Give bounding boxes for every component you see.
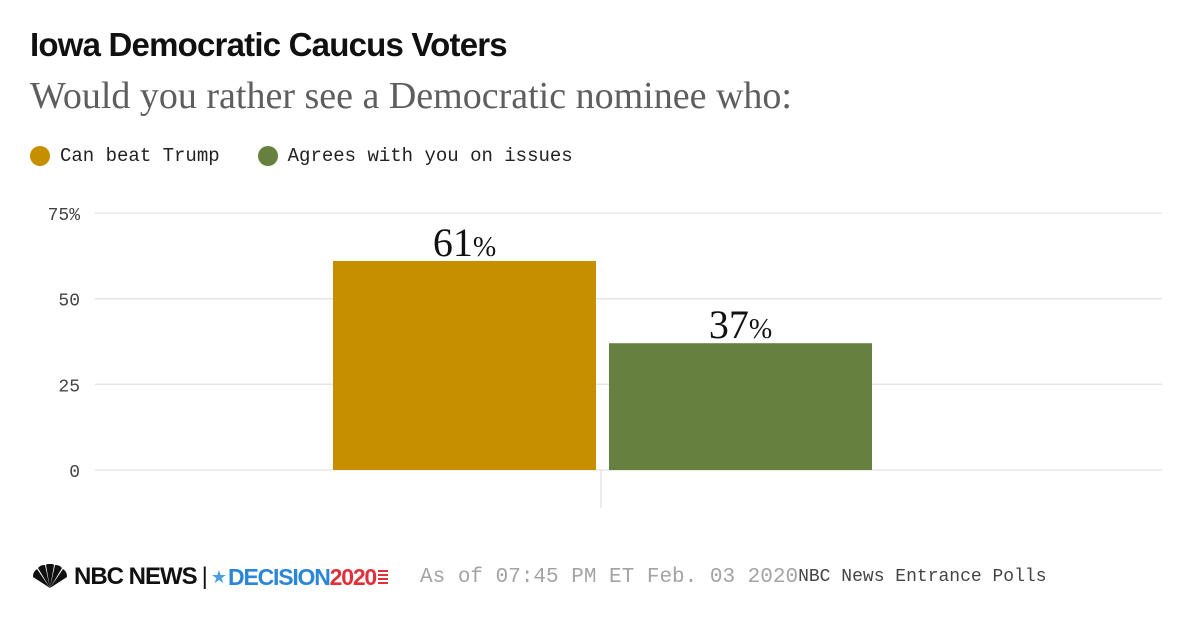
bar-chart: 0 25 50 75% 61% 37% bbox=[48, 206, 1162, 508]
footer: NBC NEWS | ★ DECISION 2020 As of 07:45 PM… bbox=[30, 560, 1047, 594]
bar-value-label: 61% bbox=[433, 220, 496, 265]
brand-separator: | bbox=[201, 563, 208, 590]
legend-item-can-beat-trump: Can beat Trump bbox=[30, 145, 220, 167]
bar bbox=[333, 260, 596, 470]
source-note: NBC News Entrance Polls bbox=[798, 567, 1047, 587]
legend-label-can-beat-trump: Can beat Trump bbox=[60, 145, 220, 167]
chart-subtitle: Would you rather see a Democratic nomine… bbox=[30, 75, 792, 117]
y-tick-label: 50 bbox=[58, 292, 80, 312]
chart-title: Iowa Democratic Caucus Voters bbox=[30, 26, 508, 63]
y-tick-label: 25 bbox=[58, 377, 80, 397]
nbc-news-logo-text: NBC NEWS bbox=[74, 563, 198, 590]
legend-label-agrees-with-you: Agrees with you on issues bbox=[287, 145, 573, 167]
legend-swatch-agrees-with-you bbox=[257, 146, 278, 166]
decision-logo-text: DECISION bbox=[228, 563, 331, 590]
legend-swatch-can-beat-trump bbox=[30, 146, 50, 166]
star-icon: ★ bbox=[210, 566, 228, 587]
y-tick-label: 75% bbox=[48, 206, 81, 226]
as-of-timestamp: As of 07:45 PM ET Feb. 03 2020 bbox=[420, 565, 799, 589]
nbc-peacock-icon bbox=[32, 564, 68, 588]
y-tick-label: 0 bbox=[69, 463, 80, 483]
flag-icon bbox=[378, 570, 389, 584]
bar bbox=[609, 343, 872, 470]
legend: Can beat Trump Agrees with you on issues bbox=[30, 145, 611, 167]
bar-value-label: 37% bbox=[709, 302, 772, 347]
decision-year-text: 2020 bbox=[329, 563, 378, 590]
legend-item-agrees-with-you: Agrees with you on issues bbox=[257, 145, 573, 167]
